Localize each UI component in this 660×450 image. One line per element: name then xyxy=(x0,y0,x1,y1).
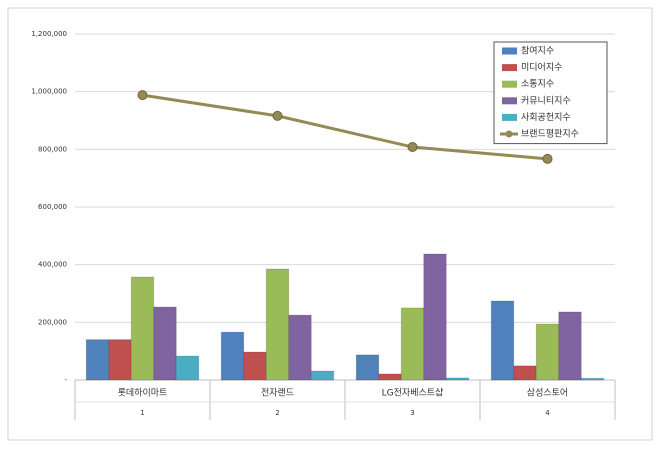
bar xyxy=(288,314,312,381)
bar xyxy=(130,276,155,381)
legend-box xyxy=(493,41,608,145)
bar xyxy=(85,339,110,381)
legend-swatch xyxy=(502,64,517,72)
bar xyxy=(153,306,177,381)
legend-swatch xyxy=(502,80,517,88)
x-tick-number: 3 xyxy=(410,409,414,417)
legend-label: 소통지수 xyxy=(521,79,554,90)
x-tick-number: 1 xyxy=(140,409,144,417)
x-tick-label: 삼성스토어 xyxy=(527,388,568,399)
line-marker xyxy=(137,90,148,101)
line xyxy=(142,93,548,161)
bar xyxy=(580,377,605,381)
legend-label: 미디어지수 xyxy=(521,62,562,73)
line-marker xyxy=(272,110,283,121)
bar xyxy=(243,351,267,381)
y-tick-label: 1,000,000 xyxy=(31,88,67,96)
bar xyxy=(513,365,537,381)
legend-label: 사회공헌지수 xyxy=(521,112,571,123)
bar xyxy=(400,307,425,381)
legend-swatch xyxy=(502,47,517,55)
x-tick-label: LG전자베스트샵 xyxy=(382,388,444,399)
legend-swatch xyxy=(502,113,517,121)
bar xyxy=(378,373,402,381)
bar xyxy=(445,377,470,381)
bar xyxy=(175,355,200,381)
y-tick-label: 400,000 xyxy=(38,261,67,269)
bar xyxy=(558,311,582,381)
legend-label: 참여지수 xyxy=(521,45,554,57)
y-tick-label: 800,000 xyxy=(38,145,67,153)
bar xyxy=(423,253,447,381)
legend-swatch xyxy=(505,130,513,138)
bar xyxy=(220,331,245,381)
y-tick-label: - xyxy=(64,376,67,384)
bar xyxy=(310,370,335,381)
bar xyxy=(355,354,380,381)
bar xyxy=(108,339,132,381)
legend-label: 커뮤니티지수 xyxy=(521,95,571,106)
y-tick-label: 1,200,000 xyxy=(31,30,67,38)
bar xyxy=(535,323,560,381)
y-tick-label: 200,000 xyxy=(38,318,67,326)
x-tick-number: 2 xyxy=(275,409,279,417)
line-marker xyxy=(407,142,418,153)
x-tick-label: 전자랜드 xyxy=(261,388,294,399)
legend-swatch xyxy=(502,97,517,105)
bar xyxy=(265,268,290,381)
x-tick-number: 4 xyxy=(545,409,550,417)
y-tick-label: 600,000 xyxy=(38,203,67,211)
legend-label: 브랜드평판지수 xyxy=(521,129,579,140)
bar xyxy=(490,300,515,381)
x-tick-label: 롯데하이마트 xyxy=(118,388,168,399)
line-marker xyxy=(542,153,553,164)
